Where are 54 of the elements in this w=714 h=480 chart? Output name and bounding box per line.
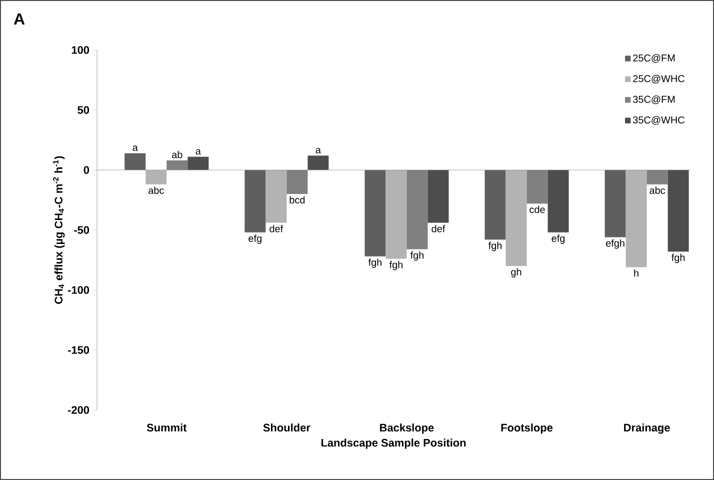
legend-label: 35C@FM: [633, 96, 675, 104]
bar: [124, 153, 146, 170]
bar: [604, 170, 626, 238]
bar: [308, 156, 329, 170]
y-tick-label: 100: [72, 46, 90, 54]
data-label: fgh: [368, 258, 382, 268]
text: CH$_{4}$ efflux (µg CH$_{4}$-C m$^{-2}$ h$^{-1}$): [53, 156, 65, 304]
data-label: abc: [650, 186, 666, 194]
bar: [386, 170, 407, 259]
data-label: efgh: [606, 239, 624, 249]
data-label: fgh: [488, 242, 502, 252]
bar: [506, 170, 527, 266]
x-tick-label: Drainage: [624, 423, 670, 434]
bar: [428, 170, 449, 223]
data-label: abc: [148, 186, 164, 194]
bar: [364, 170, 386, 256]
data-label: efg: [552, 234, 565, 244]
y-tick-label: -50: [74, 226, 90, 234]
data-label: a: [196, 149, 201, 155]
data-label: h: [634, 269, 638, 277]
data-label: ab: [172, 150, 182, 158]
bar: [244, 170, 266, 232]
data-label: fgh: [672, 254, 685, 264]
y-tick-label: 0: [84, 166, 90, 174]
bar: [548, 170, 569, 232]
data-label: bcd: [290, 196, 305, 204]
y-tick-label: -200: [68, 406, 90, 414]
x-tick-label: Footslope: [501, 423, 553, 434]
y-tick-label: 50: [78, 106, 90, 114]
data-label: gh: [511, 268, 522, 278]
bar: [266, 170, 287, 223]
legend-label: 25C@WHC: [633, 74, 684, 84]
data-label: fgh: [410, 251, 424, 261]
bar: [484, 170, 506, 240]
data-label: efg: [248, 234, 262, 244]
bar: [188, 156, 209, 170]
data-label: a: [132, 146, 138, 151]
bar: [626, 170, 647, 268]
x-tick-label: Summit: [146, 423, 187, 432]
data-label: a: [316, 148, 321, 154]
y-tick-label: -150: [68, 346, 90, 354]
data-label: cde: [530, 206, 545, 214]
x-axis-title: Landscape Sample Position: [321, 438, 466, 449]
data-label: def: [270, 224, 284, 232]
data-label: fgh: [389, 260, 402, 270]
text: A: [14, 14, 25, 24]
x-tick-label: Shoulder: [263, 423, 310, 432]
y-tick-label: -100: [68, 286, 90, 294]
data-label: def: [432, 224, 446, 232]
x-tick-label: Backslope: [380, 423, 434, 434]
legend-label: 35C@WHC: [633, 116, 684, 125]
legend-label: 25C@FM: [633, 54, 675, 63]
bar: [668, 170, 689, 252]
bar: [146, 170, 167, 184]
